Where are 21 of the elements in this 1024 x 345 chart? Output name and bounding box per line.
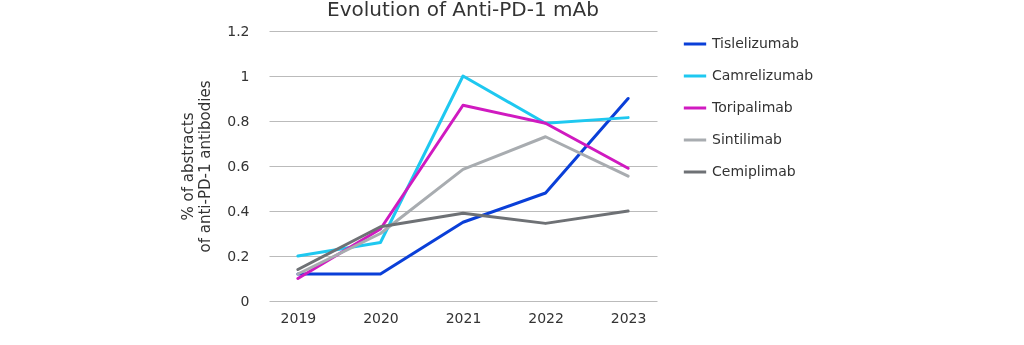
x-tick-label: 2023 — [610, 309, 647, 326]
line-series — [296, 135, 630, 276]
legend-label: Sintilimab — [712, 131, 783, 147]
y-tick-label: 0.8 — [227, 112, 250, 129]
x-tick-label: 2020 — [363, 309, 399, 326]
y-tick-label: 0.2 — [227, 247, 250, 264]
legend-label: Toripalimab — [711, 99, 793, 115]
y-tick-label: 0.6 — [227, 157, 250, 174]
legend-label: Tislelizumab — [711, 35, 800, 51]
chart-title: Evolution of Anti-PD-1 mAb — [327, 0, 599, 21]
x-tick-label: 2021 — [445, 309, 482, 326]
y-tick-label: 1.2 — [227, 22, 250, 39]
y-tick-label: 1 — [240, 67, 250, 84]
line-series — [296, 209, 630, 271]
y-tick-label: 0.4 — [227, 202, 250, 219]
legend-label: Camrelizumab — [712, 67, 814, 83]
x-tick-label: 2019 — [280, 309, 317, 326]
y-axis-title: % of abstracts of anti-PD-1 antibodies — [179, 80, 215, 253]
x-tick-label: 2022 — [528, 309, 564, 326]
legend-label: Cemiplimab — [712, 163, 796, 179]
y-tick-label: 0 — [240, 292, 250, 309]
